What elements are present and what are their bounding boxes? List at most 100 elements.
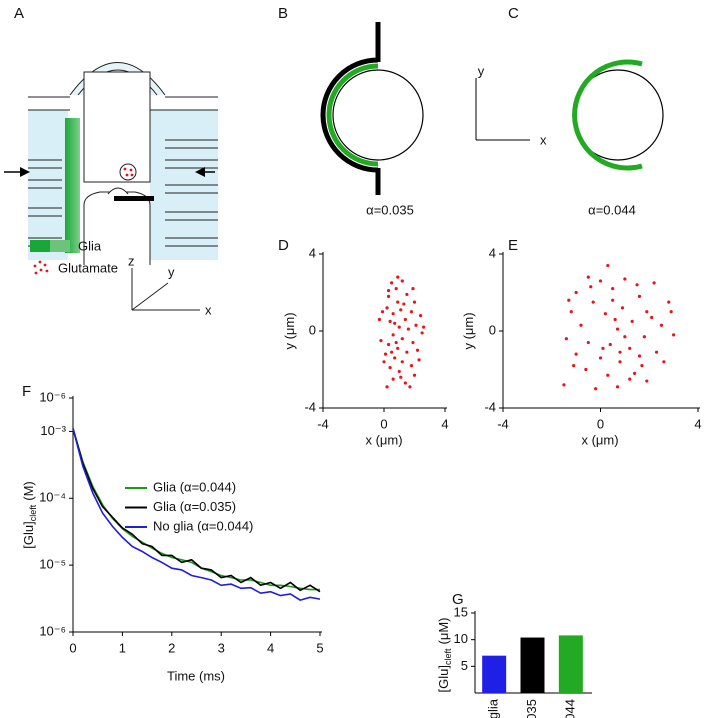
point [645, 310, 649, 314]
axis-label: x [205, 302, 212, 317]
point [412, 373, 417, 377]
point [667, 300, 671, 304]
point [390, 350, 394, 354]
y-axis-label-main: y (μm) [461, 312, 476, 349]
geometry-b [320, 22, 424, 195]
point [628, 377, 632, 381]
x-tick-label: -4 [497, 416, 509, 431]
y-tick-label: 10 [454, 631, 468, 646]
point [606, 373, 610, 377]
axis-label: x [540, 132, 547, 147]
point [594, 387, 598, 391]
point [391, 377, 395, 381]
synapse-diagram [4, 62, 218, 311]
point [414, 323, 418, 327]
point [420, 331, 424, 335]
bar [558, 635, 583, 693]
point [613, 317, 617, 322]
point [630, 319, 634, 323]
point [633, 371, 637, 375]
line [72, 428, 321, 601]
point [620, 306, 625, 310]
x-axis-label: x (μm) [365, 432, 402, 447]
point [396, 275, 400, 279]
chart: 5 10 15 [Glu]cleft (μM) No glia α=0.035 α=0.044 [436, 604, 592, 718]
x-tick-label: 4 [441, 416, 448, 431]
x-tick-label: -4 [317, 416, 329, 431]
point [574, 290, 578, 295]
point [650, 315, 654, 320]
x-tick-label: 2 [168, 640, 175, 655]
point [377, 317, 382, 322]
point [562, 383, 566, 387]
y-tick-label: 10⁻³ [40, 423, 66, 438]
x-tick-label: α=0.035 [524, 699, 539, 718]
y-tick-label: 0 [309, 322, 316, 337]
caption: α=0.044 [588, 202, 636, 217]
point [397, 369, 401, 374]
point [402, 302, 406, 306]
y-tick-label: 10⁻⁶ [39, 389, 66, 404]
point [659, 323, 664, 327]
point [623, 277, 627, 281]
point [380, 310, 385, 314]
y-axis-label-main: y (μm) [282, 312, 297, 349]
point [385, 306, 389, 310]
point [399, 308, 403, 312]
y-tick-label: 4 [309, 245, 316, 260]
point [591, 300, 595, 304]
point [382, 360, 386, 364]
legend-label: Glia (α=0.044) [153, 479, 236, 494]
point [572, 364, 576, 368]
point [642, 335, 646, 339]
point [579, 323, 583, 327]
point [411, 340, 415, 345]
y-axis-label: [Glu]cleft (M) [21, 481, 38, 548]
point [385, 385, 389, 389]
x-tick-label: 3 [218, 640, 225, 655]
point [669, 310, 673, 314]
x-tick-label: 4 [694, 416, 701, 431]
point [396, 346, 400, 350]
point [393, 356, 397, 360]
point [405, 350, 409, 354]
x-tick-label: α=0.044 [562, 699, 577, 718]
point [637, 294, 642, 298]
x-axis-label: Time (ms) [167, 668, 225, 683]
x-tick-label: 1 [119, 640, 126, 655]
point [598, 279, 603, 283]
chart: -4 0 4 -4 0 4 x (μm) y (μm) [461, 245, 701, 447]
y-axis-label-main: [Glu] [436, 665, 451, 692]
y-axis-label-unit: (M) [21, 481, 36, 501]
point [412, 300, 417, 304]
geometry-c [475, 59, 664, 171]
point [618, 360, 622, 364]
point [405, 292, 409, 297]
panel-letter: D [278, 237, 289, 254]
panel-letter: E [508, 237, 518, 254]
y-tick-label: -4 [484, 399, 496, 414]
point [586, 340, 590, 345]
point [409, 364, 414, 368]
point [637, 354, 642, 358]
point [419, 314, 423, 318]
axis-label: y [168, 264, 175, 279]
y-axis-label-main: [Glu] [21, 521, 36, 548]
x-tick-label: 4 [267, 640, 274, 655]
point [383, 352, 388, 356]
legend-label: Glia [78, 238, 102, 253]
point [406, 327, 410, 331]
point [586, 275, 590, 279]
point [662, 360, 666, 364]
axis-label: y [478, 63, 485, 78]
point [409, 310, 414, 314]
line [72, 428, 321, 593]
chart: -4 0 4 -4 0 4 x (μm) y (μm) [282, 245, 448, 447]
x-tick-label: 0 [69, 640, 76, 655]
y-axis-label: [Glu]cleft (μM) [436, 618, 453, 693]
y-tick-label: -4 [304, 399, 316, 414]
point [640, 364, 644, 368]
point [603, 312, 607, 316]
point [567, 298, 571, 302]
